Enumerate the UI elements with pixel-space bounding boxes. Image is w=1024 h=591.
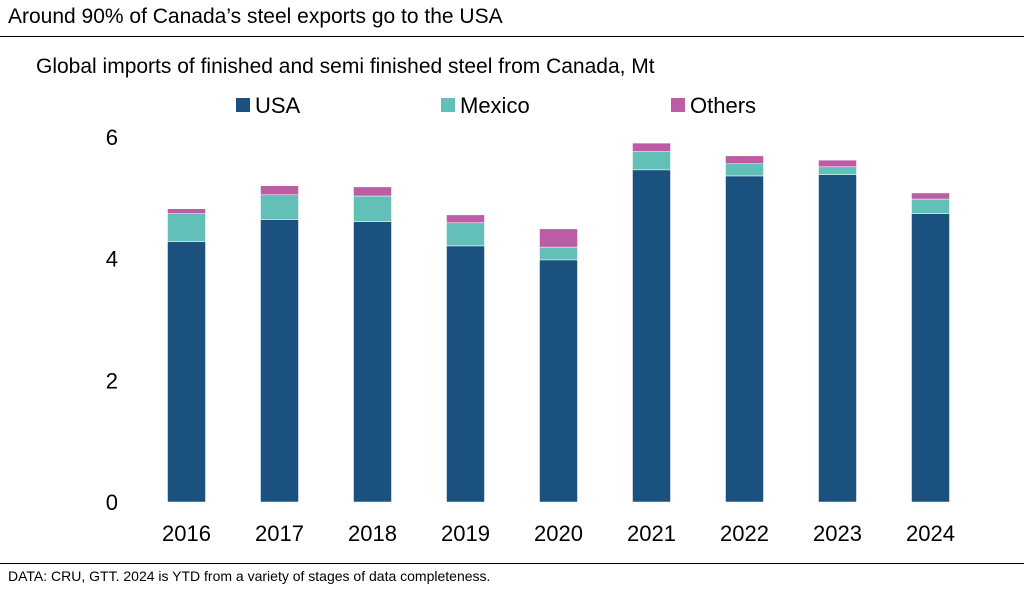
bar-mexico-2021 [632, 151, 671, 171]
legend-swatch-others [671, 98, 685, 112]
bar-others-2019 [446, 214, 485, 224]
legend-label-mexico: Mexico [460, 93, 530, 118]
legend-swatch-mexico [441, 98, 455, 112]
bar-usa-2021 [632, 169, 671, 503]
bar-usa-2017 [260, 219, 299, 503]
legend-label-usa: USA [255, 93, 301, 118]
footnote: DATA: CRU, GTT. 2024 is YTD from a varie… [8, 568, 491, 584]
bar-others-2023 [818, 159, 857, 168]
bar-mexico-2024 [911, 198, 950, 214]
bar-others-2016 [167, 208, 206, 214]
bar-mexico-2017 [260, 194, 299, 220]
bar-others-2018 [353, 186, 392, 197]
bar-usa-2019 [446, 245, 485, 503]
top-rule [0, 36, 1024, 37]
legend-label-others: Others [690, 93, 756, 118]
x-tick-label: 2020 [534, 521, 583, 546]
x-tick-label: 2024 [906, 521, 955, 546]
y-tick-label: 4 [106, 247, 118, 272]
bar-mexico-2019 [446, 222, 485, 247]
bar-mexico-2023 [818, 166, 857, 175]
y-tick-label: 6 [106, 125, 118, 150]
bar-usa-2018 [353, 221, 392, 503]
legend-swatch-usa [236, 98, 250, 112]
bar-others-2021 [632, 142, 671, 152]
bar-others-2022 [725, 155, 764, 165]
x-tick-label: 2023 [813, 521, 862, 546]
y-tick-label: 0 [106, 490, 118, 515]
x-tick-label: 2022 [720, 521, 769, 546]
bar-mexico-2020 [539, 246, 578, 261]
bar-usa-2016 [167, 241, 206, 503]
bar-others-2017 [260, 185, 299, 196]
bottom-rule [0, 563, 1024, 564]
bar-others-2024 [911, 192, 950, 200]
x-tick-label: 2016 [162, 521, 211, 546]
x-tick-label: 2019 [441, 521, 490, 546]
x-tick-label: 2018 [348, 521, 397, 546]
bar-mexico-2016 [167, 213, 206, 242]
figure-title: Around 90% of Canada’s steel exports go … [8, 5, 503, 28]
bar-mexico-2018 [353, 195, 392, 222]
x-tick-label: 2017 [255, 521, 304, 546]
bar-mexico-2022 [725, 163, 764, 177]
bar-usa-2022 [725, 175, 764, 503]
bar-others-2020 [539, 228, 578, 248]
chart-title: Global imports of finished and semi fini… [36, 55, 655, 78]
x-tick-label: 2021 [627, 521, 676, 546]
bar-usa-2020 [539, 259, 578, 503]
y-tick-label: 2 [106, 368, 118, 393]
bar-usa-2024 [911, 213, 950, 503]
bar-usa-2023 [818, 174, 857, 503]
